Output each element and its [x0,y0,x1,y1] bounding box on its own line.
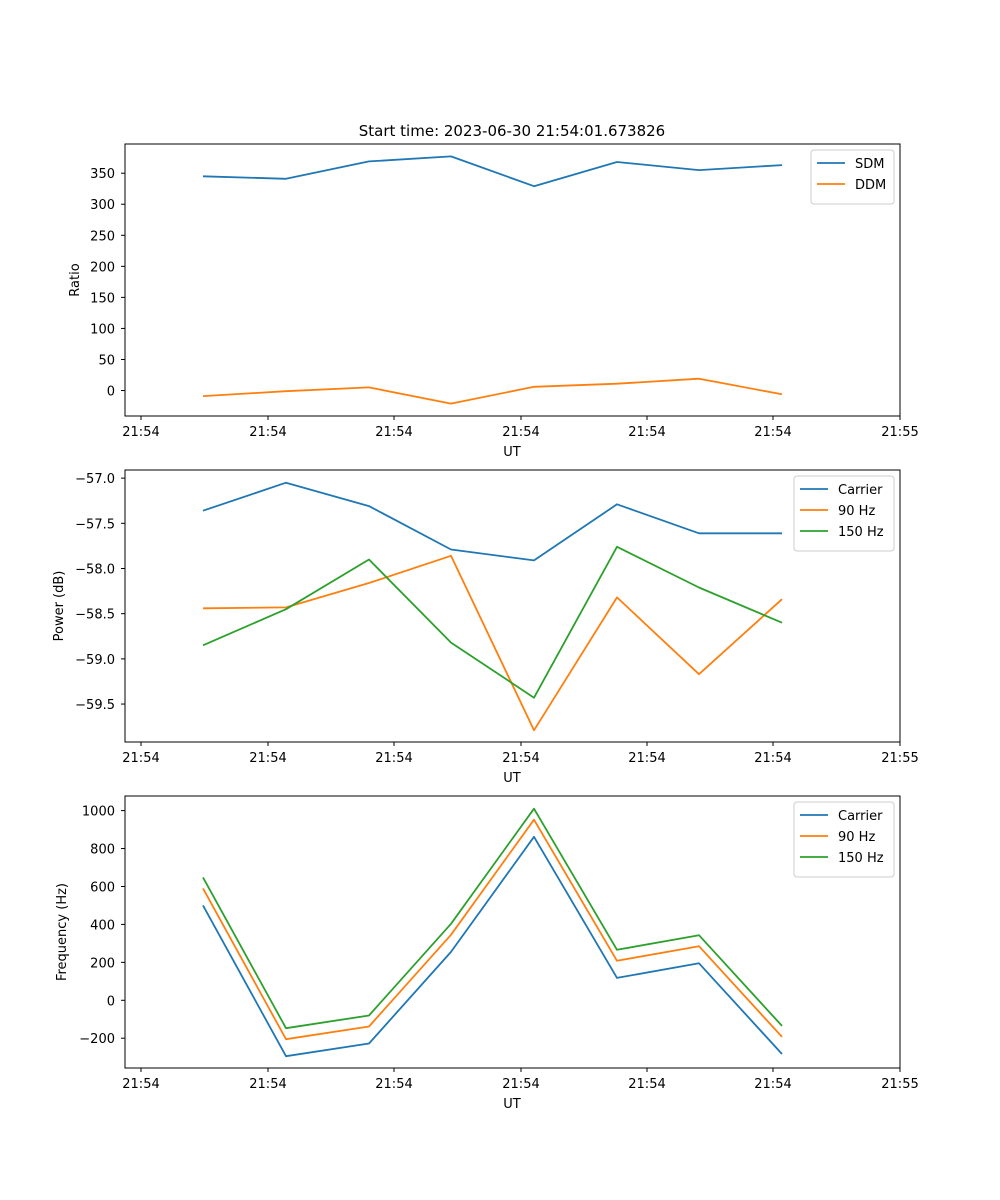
x-tick-label: 21:54 [375,425,412,440]
y-tick-label: −200 [79,1032,115,1047]
legend-label: DDM [855,178,886,193]
x-axis-label: UT [503,771,521,786]
y-tick-label: −59.5 [75,698,115,713]
x-tick-label: 21:55 [881,425,918,440]
y-axis-label: Frequency (Hz) [55,883,70,981]
legend-label: Carrier [838,809,883,824]
x-tick-label: 21:54 [375,1077,412,1092]
y-tick-label: −57.0 [75,472,115,487]
x-tick-label: 21:55 [881,1077,918,1092]
x-tick-label: 21:54 [502,425,539,440]
x-tick-label: 21:54 [754,425,791,440]
figure-title: Start time: 2023-06-30 21:54:01.673826 [359,122,665,140]
y-tick-label: −59.0 [75,653,115,668]
panel-1: 21:54 21:54 21:54 21:54 21:54 21:54 21:55 UT 0 50… [68,143,919,460]
x-tick-label: 21:54 [628,425,665,440]
x-tick-label: 21:54 [122,751,159,766]
series-line-carrier [202,835,783,1058]
x-tick-label: 21:54 [122,1077,159,1092]
series-line-90-hz [202,554,783,732]
x-tick-label: 21:54 [754,751,791,766]
axes-frame [124,469,901,743]
y-axis-label: Ratio [68,263,83,296]
y-tick-label: 150 [90,291,115,306]
legend-label: Carrier [838,483,883,498]
y-tick-label: −58.0 [75,562,115,577]
y-tick-label: 50 [98,353,115,368]
x-tick-label: 21:54 [628,751,665,766]
legend-label: 90 Hz [838,830,875,845]
series-line-90-hz [202,818,783,1041]
x-axis-label: UT [503,1097,521,1112]
x-tick-label: 21:54 [249,425,286,440]
plots: 21:54 21:54 21:54 21:54 21:54 21:54 21:55 UT 0 50… [52,143,919,1112]
x-axis-label: UT [503,445,521,460]
legend-label: SDM [855,157,884,172]
x-tick-label: 21:54 [502,751,539,766]
x-tick-label: 21:55 [881,751,918,766]
legend: Carrier 90 Hz 150 Hz [793,801,895,878]
x-tick-label: 21:54 [249,751,286,766]
y-tick-label: 0 [107,385,115,400]
y-tick-label: −58.5 [75,608,115,623]
axes-frame [124,143,901,417]
x-tick-label: 21:54 [249,1077,286,1092]
y-tick-label: 1000 [82,805,115,820]
y-tick-label: 350 [90,167,115,182]
y-tick-label: 400 [90,918,115,933]
series-line-carrier [202,481,782,562]
panel-2: 21:54 21:54 21:54 21:54 21:54 21:54 21:55 UT −59… [52,469,919,786]
legend-label: 90 Hz [838,504,875,519]
legend-frame [793,801,895,878]
x-tick-label: 21:54 [754,1077,791,1092]
y-tick-label: 600 [90,880,115,895]
x-tick-label: 21:54 [502,1077,539,1092]
x-tick-label: 21:54 [122,425,159,440]
y-tick-label: 250 [90,229,115,244]
y-tick-label: 0 [107,994,115,1009]
legend-label: 150 Hz [838,851,884,866]
series-line-sdm [202,155,783,188]
legend: SDM DDM [810,149,895,205]
x-tick-label: 21:54 [628,1077,665,1092]
legend: Carrier 90 Hz 150 Hz [793,475,895,552]
y-tick-label: −57.5 [75,517,115,532]
y-axis-label: Power (dB) [52,571,67,642]
y-tick-label: 300 [90,198,115,213]
panel-3: 21:54 21:54 21:54 21:54 21:54 21:54 21:55 UT −20… [55,795,919,1112]
x-tick-label: 21:54 [375,751,412,766]
legend-label: 150 Hz [838,525,884,540]
y-tick-label: 800 [90,843,115,858]
series-line-150-hz [202,807,783,1030]
y-tick-label: 100 [90,322,115,337]
axes-frame [124,795,901,1069]
y-tick-label: 200 [90,956,115,971]
legend-frame [793,475,895,552]
series-line-150-hz [202,545,783,699]
series-line-ddm [202,377,783,405]
y-tick-label: 200 [90,260,115,275]
